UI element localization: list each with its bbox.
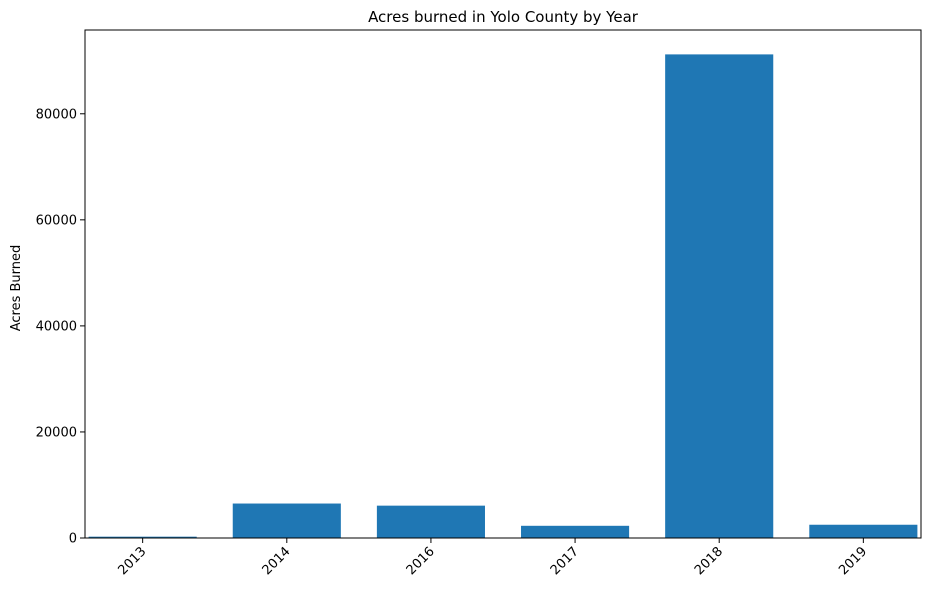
bar-2016 [376,505,485,538]
y-tick-label: 20000 [36,425,77,440]
y-tick-label: 80000 [36,107,77,122]
x-tick-label: 2014 [260,544,294,578]
y-tick-label: 40000 [36,319,77,334]
plot-frame [84,29,922,539]
bar-2014 [232,503,341,538]
y-tick-label: 60000 [36,213,77,228]
y-ticks-group: 0 20000 40000 60000 80000 [36,107,85,547]
y-tick-label: 0 [69,532,77,547]
bar-2018 [665,54,774,538]
x-ticks-group: 2013 2014 2016 2017 2018 2019 [115,538,870,578]
x-tick-label: 2016 [404,544,438,578]
x-tick-label: 2019 [836,544,870,578]
x-tick-label: 2013 [115,544,149,578]
bar-2019 [809,524,918,538]
bar-2013 [88,536,197,538]
bars-group [88,54,918,538]
x-tick-label: 2017 [548,544,582,578]
bar-2017 [521,525,630,538]
y-axis-label: Acres Burned [9,245,24,332]
x-tick-label: 2018 [692,544,726,578]
chart-title: Acres burned in Yolo County by Year [368,8,639,26]
